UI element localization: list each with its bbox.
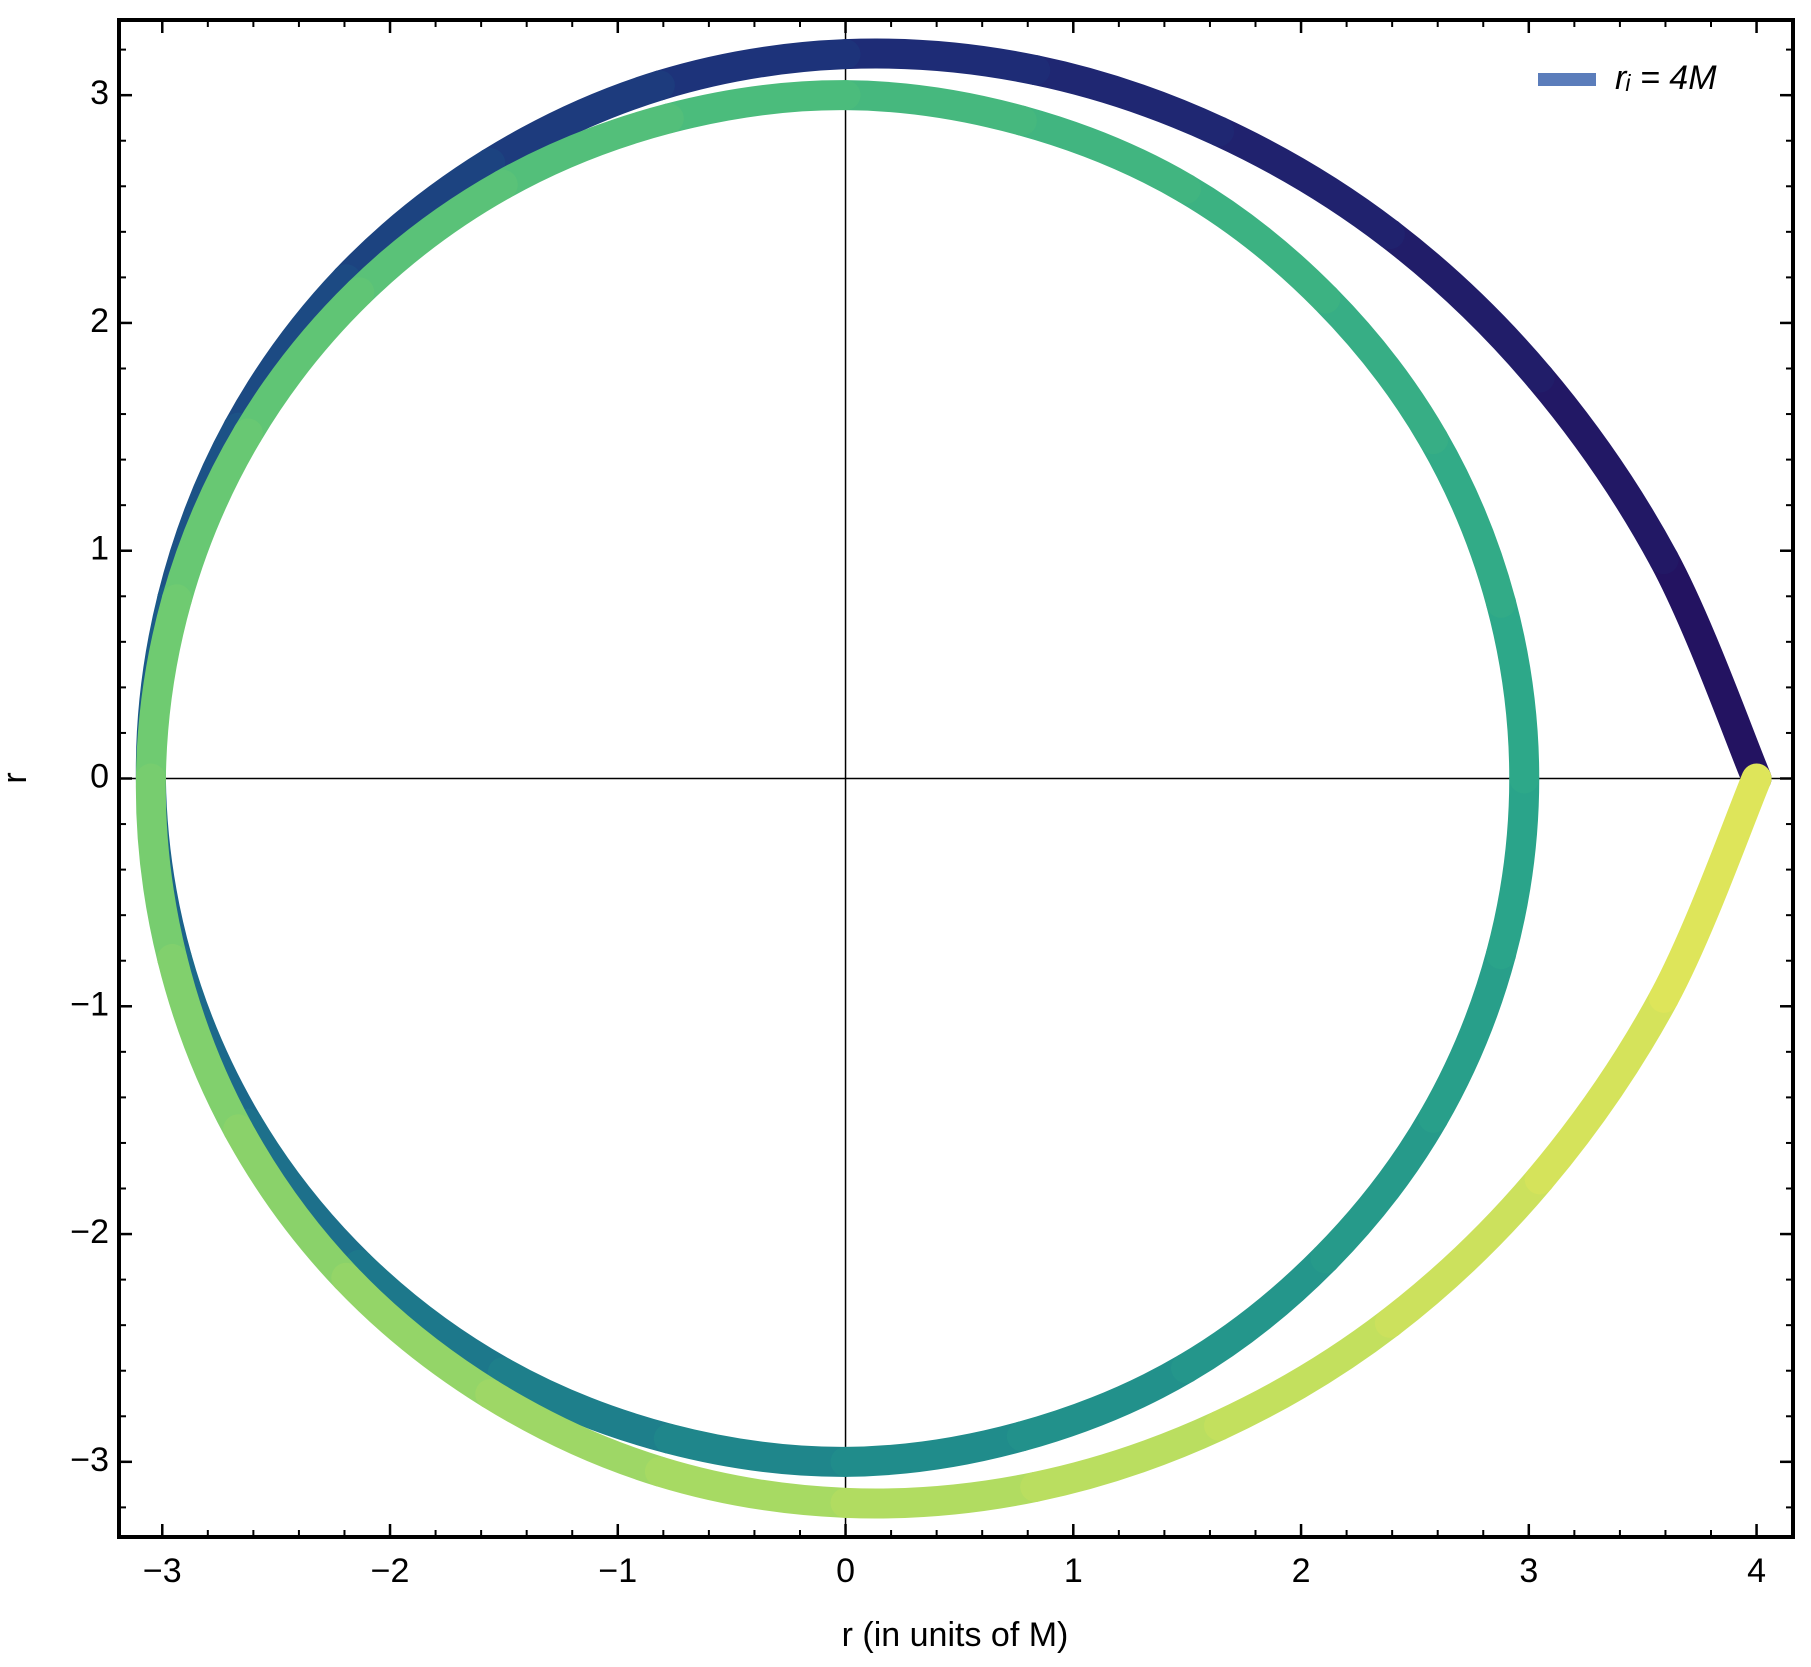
trajectory-segment [1524, 362, 1679, 575]
trajectory-segment [653, 80, 861, 134]
y-axis-label: r [0, 772, 34, 783]
trajectory-segment [1006, 1353, 1202, 1452]
y-tick-label: 2 [90, 302, 109, 340]
trajectory-segment [1020, 55, 1235, 147]
y-tick-label: −1 [70, 985, 109, 1023]
trajectory-segment [1648, 544, 1772, 794]
legend-swatch [1538, 73, 1596, 86]
trajectory-segment [644, 39, 861, 101]
trajectory-segment [223, 1114, 362, 1293]
y-tick-label: 3 [90, 74, 109, 112]
trajectory-segment [232, 277, 375, 449]
trajectory-segment [1204, 116, 1405, 250]
trajectory-segment [487, 1357, 684, 1454]
trajectory-segment [653, 1423, 861, 1477]
trajectory-segment [475, 70, 675, 179]
x-axis-label: r (in units of M) [842, 1616, 1069, 1654]
trajectory-segment [1418, 424, 1517, 618]
y-tick-label: −2 [70, 1213, 109, 1251]
trajectory-segment [161, 418, 263, 615]
trajectory-segment [1486, 587, 1540, 794]
trajectory-segment [135, 584, 192, 794]
x-tick-label: 1 [1064, 1552, 1083, 1590]
y-tick-label: 1 [90, 530, 109, 568]
legend-label: rᵢ = 4M [1615, 59, 1717, 97]
x-tick-label: 0 [836, 1552, 855, 1590]
trajectory-segment [135, 763, 188, 974]
trajectory-segment [344, 1249, 518, 1388]
trajectory-segment [157, 943, 254, 1145]
trajectory-segment [487, 103, 684, 200]
y-tick-label: 0 [90, 757, 109, 795]
trajectory-segment [344, 169, 518, 308]
trajectory-segment [1374, 1164, 1555, 1338]
trajectory-segment [331, 1262, 506, 1409]
trajectory-segment [1524, 982, 1679, 1195]
trajectory-segment [1310, 1102, 1449, 1274]
trajectory-segment [475, 1378, 675, 1487]
trajectory-segment [1310, 283, 1449, 455]
x-tick-label: −1 [598, 1552, 637, 1590]
x-tick-label: −3 [143, 1552, 182, 1590]
trajectory-segment [1648, 763, 1772, 1013]
trajectory-segment [830, 80, 1037, 136]
trajectory-segment [830, 1421, 1037, 1477]
trajectory [135, 38, 1772, 1519]
trajectory-segment [1171, 173, 1341, 314]
trajectory-segment [331, 148, 506, 295]
x-tick-label: 2 [1292, 1552, 1311, 1590]
x-tick-label: −2 [371, 1552, 410, 1590]
y-tick-label: −3 [70, 1441, 109, 1479]
trajectory-segment [830, 38, 1051, 86]
trajectory-segment [1204, 1307, 1405, 1441]
trajectory-segment [1006, 105, 1202, 204]
trajectory-segment [1486, 763, 1540, 970]
x-tick-label: 3 [1519, 1552, 1538, 1590]
trajectory-segment [830, 1471, 1051, 1519]
trajectory-segment [1171, 1243, 1341, 1384]
trajectory-segment [1020, 1410, 1235, 1502]
trajectory-segment [1374, 219, 1555, 393]
trajectory-segment [1418, 939, 1517, 1133]
x-tick-label: 4 [1747, 1552, 1766, 1590]
trajectory-segment [644, 1456, 861, 1518]
